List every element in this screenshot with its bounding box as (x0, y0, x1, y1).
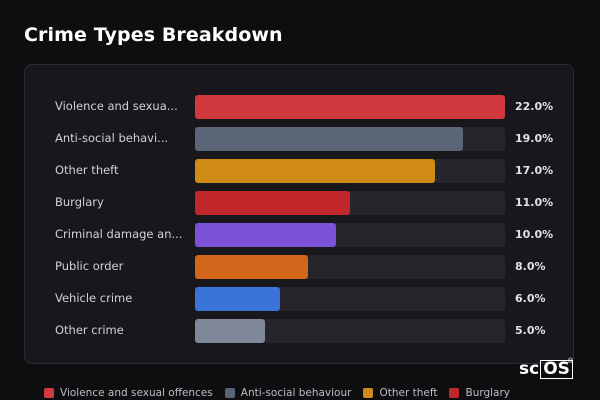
bar-value-label: 17.0% (515, 164, 554, 177)
bar-label: Other crime (55, 323, 124, 337)
bar-track (195, 223, 505, 247)
legend-label: Other theft (379, 387, 438, 399)
legend-swatch (363, 388, 374, 398)
legend-swatch (224, 388, 235, 398)
bar-row: Public order 8.0% (55, 255, 555, 279)
bar-value-label: 19.0% (515, 132, 554, 145)
logo-prefix: sc (519, 359, 540, 379)
bar-track (195, 319, 505, 343)
bar-track (195, 159, 505, 183)
bar-track (195, 127, 505, 151)
bar (195, 159, 435, 183)
bar-label: Public order (55, 259, 124, 273)
legend-item: Anti-social behaviour (224, 387, 352, 399)
bar-row: Criminal damage an... 10.0% (55, 223, 555, 247)
bar (195, 95, 505, 119)
bar-row: Burglary 11.0% (55, 191, 555, 215)
bar-value-label: 10.0% (515, 228, 554, 241)
bar-track (195, 287, 505, 311)
logo-boxed-letters: OS (540, 359, 573, 379)
bar (195, 319, 266, 343)
legend-item: Burglary (449, 387, 510, 399)
bar (195, 255, 308, 279)
bar-track (195, 191, 505, 215)
bar-label: Burglary (55, 195, 104, 209)
bar-row: Violence and sexua... 22.0% (55, 95, 555, 119)
bar-label: Violence and sexua... (55, 99, 178, 113)
bar-track (195, 95, 505, 119)
bar-value-label: 6.0% (515, 292, 546, 305)
chart-title: Crime Types Breakdown (24, 24, 283, 46)
legend-item: Other theft (363, 387, 437, 399)
scos-logo: sc OS (519, 359, 573, 379)
bar (195, 127, 463, 151)
legend-label: Violence and sexual offences (60, 387, 213, 399)
bar-value-label: 5.0% (515, 324, 546, 337)
bar (195, 223, 336, 247)
bar-track (195, 255, 505, 279)
bar-value-label: 11.0% (515, 196, 554, 209)
bar-value-label: 22.0% (515, 100, 554, 113)
bar-row: Other crime 5.0% (55, 319, 555, 343)
bar-label: Vehicle crime (55, 291, 133, 305)
bar-row: Anti-social behavi... 19.0% (55, 127, 555, 151)
bar-label: Anti-social behavi... (55, 131, 169, 145)
bar-label: Other theft (55, 163, 119, 177)
bar-row: Vehicle crime 6.0% (55, 287, 555, 311)
legend-label: Anti-social behaviour (240, 387, 352, 399)
chart-card: Violence and sexua... 22.0% Anti-social be… (24, 64, 574, 364)
registered-mark: ® (568, 358, 574, 365)
legend-swatch (449, 388, 460, 398)
bar-value-label: 8.0% (515, 260, 546, 273)
bar (195, 191, 350, 215)
legend-swatch (44, 388, 54, 398)
bar (195, 287, 280, 311)
chart-legend: Violence and sexual offences Anti-social … (44, 387, 522, 399)
bar-label: Criminal damage an... (55, 227, 183, 241)
bar-row: Other theft 17.0% (55, 159, 555, 183)
legend-label: Burglary (465, 387, 511, 399)
legend-item: Violence and sexual offences (44, 387, 213, 399)
